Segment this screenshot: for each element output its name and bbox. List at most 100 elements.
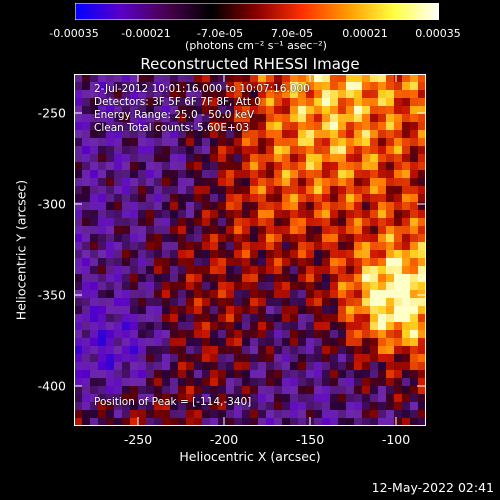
image-pixel bbox=[218, 418, 226, 426]
image-pixel bbox=[266, 186, 274, 194]
image-pixel bbox=[90, 282, 98, 290]
image-pixel bbox=[338, 178, 346, 186]
image-pixel bbox=[202, 178, 210, 186]
image-pixel bbox=[130, 378, 138, 386]
image-pixel bbox=[298, 186, 306, 194]
image-pixel bbox=[250, 258, 258, 266]
image-pixel bbox=[242, 258, 250, 266]
image-pixel bbox=[234, 234, 242, 242]
image-pixel bbox=[378, 74, 386, 82]
image-pixel bbox=[114, 114, 122, 122]
image-pixel bbox=[378, 194, 386, 202]
image-pixel bbox=[322, 338, 330, 346]
image-pixel bbox=[266, 394, 274, 402]
image-pixel bbox=[90, 378, 98, 386]
image-pixel bbox=[370, 266, 378, 274]
image-pixel bbox=[322, 218, 330, 226]
image-pixel bbox=[274, 362, 282, 370]
image-pixel bbox=[90, 82, 98, 90]
image-pixel bbox=[330, 170, 338, 178]
image-pixel bbox=[74, 330, 82, 338]
image-pixel bbox=[354, 146, 362, 154]
image-pixel bbox=[122, 274, 130, 282]
image-pixel bbox=[370, 378, 378, 386]
image-pixel bbox=[410, 114, 418, 122]
image-pixel bbox=[410, 330, 418, 338]
image-pixel bbox=[250, 338, 258, 346]
image-pixel bbox=[170, 298, 178, 306]
image-pixel bbox=[354, 218, 362, 226]
image-pixel bbox=[122, 82, 130, 90]
image-pixel bbox=[362, 322, 370, 330]
image-pixel bbox=[418, 218, 426, 226]
image-pixel bbox=[146, 266, 154, 274]
image-pixel bbox=[82, 178, 90, 186]
image-pixel bbox=[410, 290, 418, 298]
image-pixel bbox=[338, 258, 346, 266]
image-pixel bbox=[210, 250, 218, 258]
image-pixel bbox=[82, 242, 90, 250]
image-pixel bbox=[162, 322, 170, 330]
image-pixel bbox=[202, 210, 210, 218]
image-pixel bbox=[186, 130, 194, 138]
image-pixel bbox=[274, 82, 282, 90]
image-pixel bbox=[162, 234, 170, 242]
image-pixel bbox=[130, 154, 138, 162]
image-pixel bbox=[210, 362, 218, 370]
image-pixel bbox=[82, 186, 90, 194]
image-pixel bbox=[306, 402, 314, 410]
image-pixel bbox=[274, 418, 282, 426]
image-pixel bbox=[402, 194, 410, 202]
image-pixel bbox=[266, 170, 274, 178]
image-pixel bbox=[138, 346, 146, 354]
image-pixel bbox=[138, 218, 146, 226]
image-pixel bbox=[122, 242, 130, 250]
image-pixel bbox=[98, 74, 106, 82]
image-pixel bbox=[218, 394, 226, 402]
image-pixel bbox=[74, 154, 82, 162]
image-pixel bbox=[122, 162, 130, 170]
image-pixel bbox=[274, 314, 282, 322]
image-pixel bbox=[154, 130, 162, 138]
image-pixel bbox=[274, 402, 282, 410]
image-pixel bbox=[418, 106, 426, 114]
image-pixel bbox=[74, 122, 82, 130]
image-pixel bbox=[178, 90, 186, 98]
image-pixel bbox=[170, 202, 178, 210]
image-pixel bbox=[258, 330, 266, 338]
image-pixel bbox=[194, 194, 202, 202]
image-pixel bbox=[106, 170, 114, 178]
image-pixel bbox=[354, 354, 362, 362]
image-pixel bbox=[386, 298, 394, 306]
image-pixel bbox=[346, 90, 354, 98]
image-pixel bbox=[338, 250, 346, 258]
image-pixel bbox=[218, 354, 226, 362]
image-pixel bbox=[194, 298, 202, 306]
image-pixel bbox=[378, 106, 386, 114]
image-pixel bbox=[154, 306, 162, 314]
image-pixel bbox=[234, 418, 242, 426]
image-pixel bbox=[138, 98, 146, 106]
image-pixel bbox=[154, 74, 162, 82]
image-pixel bbox=[170, 378, 178, 386]
image-pixel bbox=[394, 266, 402, 274]
image-pixel bbox=[194, 170, 202, 178]
image-pixel bbox=[378, 202, 386, 210]
image-pixel bbox=[82, 322, 90, 330]
image-pixel bbox=[290, 282, 298, 290]
image-pixel bbox=[130, 266, 138, 274]
image-pixel bbox=[298, 210, 306, 218]
image-pixel bbox=[226, 114, 234, 122]
image-pixel bbox=[250, 114, 258, 122]
image-pixel bbox=[410, 106, 418, 114]
image-pixel bbox=[314, 330, 322, 338]
image-pixel bbox=[90, 386, 98, 394]
image-pixel bbox=[266, 338, 274, 346]
image-pixel bbox=[82, 338, 90, 346]
image-pixel bbox=[322, 90, 330, 98]
colorbar-tick: 0.00021 bbox=[342, 27, 388, 40]
image-pixel bbox=[170, 402, 178, 410]
image-pixel bbox=[162, 290, 170, 298]
image-pixel bbox=[178, 322, 186, 330]
image-pixel bbox=[346, 274, 354, 282]
